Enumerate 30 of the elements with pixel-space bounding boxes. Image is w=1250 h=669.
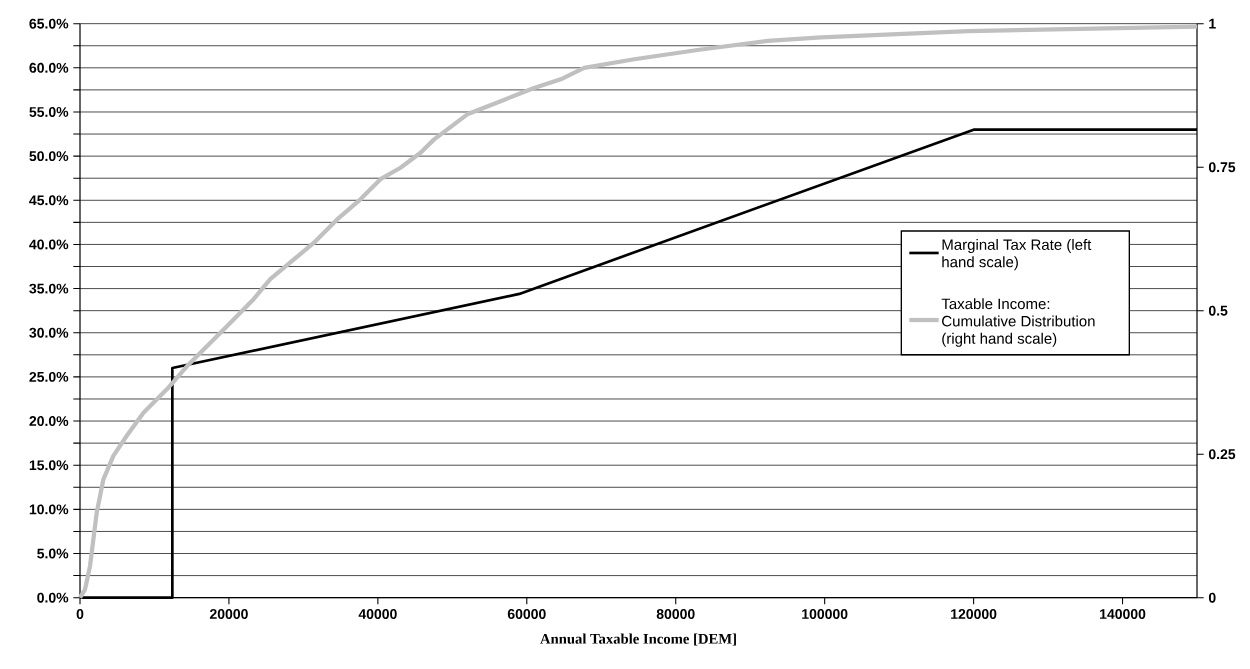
legend-label: Taxable Income: Cumulative Distribution (right hand scale): [941, 298, 1095, 347]
y-tick-label: 35.0%: [29, 283, 69, 294]
legend-label: Marginal Tax Rate (left hand scale): [942, 238, 1092, 271]
y2-tick-label: 1: [1209, 18, 1216, 29]
y-tick-label: 20.0%: [29, 416, 69, 427]
x-tick-label: 40000: [358, 609, 397, 619]
y-tick-label: 25.0%: [29, 371, 69, 382]
y2-tick-label: 0.25: [1208, 449, 1236, 460]
y-tick-label: 60.0%: [29, 62, 69, 73]
y-tick-label: 45.0%: [29, 195, 69, 206]
x-tick-label: 120000: [951, 609, 997, 619]
x-tick-label: 100000: [802, 609, 848, 619]
y-tick-label: 5.0%: [37, 548, 69, 559]
y2-tick-label: 0.5: [1208, 305, 1228, 316]
x-tick-label: 140000: [1100, 609, 1146, 619]
y-tick-label: 30.0%: [29, 327, 69, 338]
x-tick-label: 60000: [507, 609, 546, 619]
x-tick-label: 0: [76, 609, 84, 619]
y-tick-label: 40.0%: [29, 239, 69, 250]
y-tick-label: 55.0%: [29, 107, 69, 117]
y-tick-label: 50.0%: [29, 151, 69, 162]
x-tick-label: 80000: [656, 609, 695, 619]
y-tick-label: 0.0%: [37, 592, 69, 603]
x-tick-label: 20000: [209, 609, 248, 619]
y-tick-label: 10.0%: [29, 504, 69, 515]
y2-tick-label: 0.75: [1208, 162, 1236, 173]
y-tick-label: 15.0%: [29, 460, 69, 471]
x-axis-title: Annual Taxable Income [DEM]: [540, 633, 736, 646]
y-tick-label: 65.0%: [29, 18, 69, 29]
y2-tick-label: 0: [1208, 592, 1216, 603]
